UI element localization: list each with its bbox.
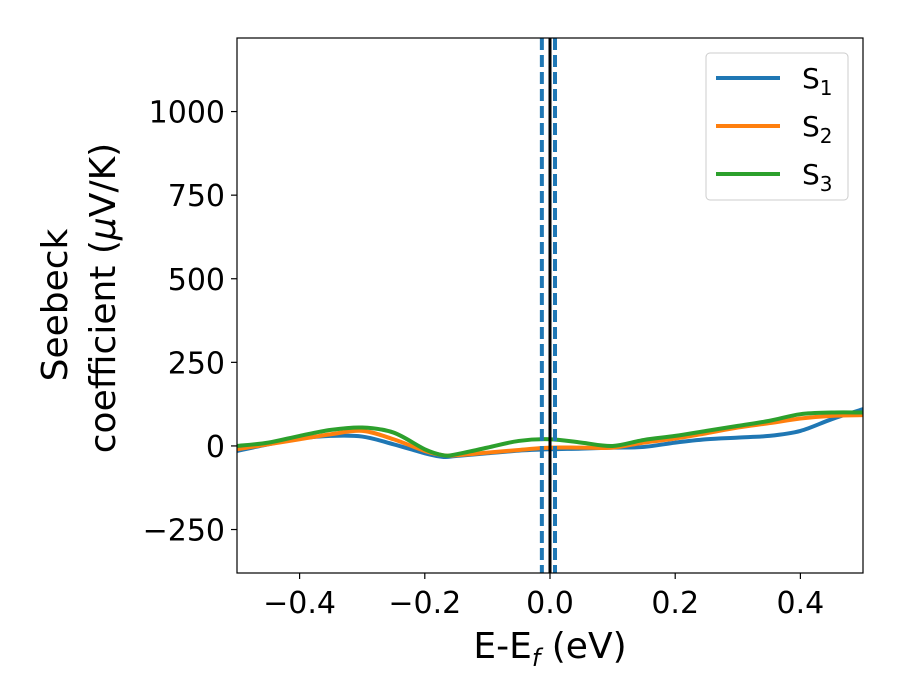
y-axis-label: Seebeck coefficient (μV/K): [35, 143, 124, 453]
y-tick-label: 0: [206, 430, 225, 465]
legend-label-s1: S1: [802, 62, 833, 100]
y-axis-label-line2: coefficient (μV/K): [83, 143, 124, 453]
series-layer: [237, 407, 863, 460]
x-tick-label: −0.2: [388, 586, 461, 621]
x-tick-label: 0.4: [777, 586, 825, 621]
series-line-s3: [237, 410, 863, 458]
x-ticks: −0.4 −0.2 0.0 0.2 0.4: [263, 573, 824, 621]
x-tick-label: −0.4: [263, 586, 336, 621]
y-tick-label: 1000: [149, 96, 225, 131]
x-tick-label: 0.2: [651, 586, 699, 621]
y-tick-label: 750: [168, 179, 225, 214]
y-tick-label: 250: [168, 346, 225, 381]
legend-label-s2: S2: [802, 110, 833, 148]
legend-label-s3: S3: [802, 158, 833, 196]
y-tick-label: −250: [143, 514, 225, 549]
legend: S1 S2 S3: [705, 52, 849, 201]
y-tick-label: 500: [168, 263, 225, 298]
x-axis-label: E-Ef (eV): [473, 626, 626, 672]
vertical-lines-layer: [539, 38, 558, 573]
y-ticks: −250 0 250 500 750 1000: [143, 96, 237, 549]
x-tick-label: 0.0: [526, 586, 574, 621]
y-axis-label-line1: Seebeck: [35, 228, 76, 381]
